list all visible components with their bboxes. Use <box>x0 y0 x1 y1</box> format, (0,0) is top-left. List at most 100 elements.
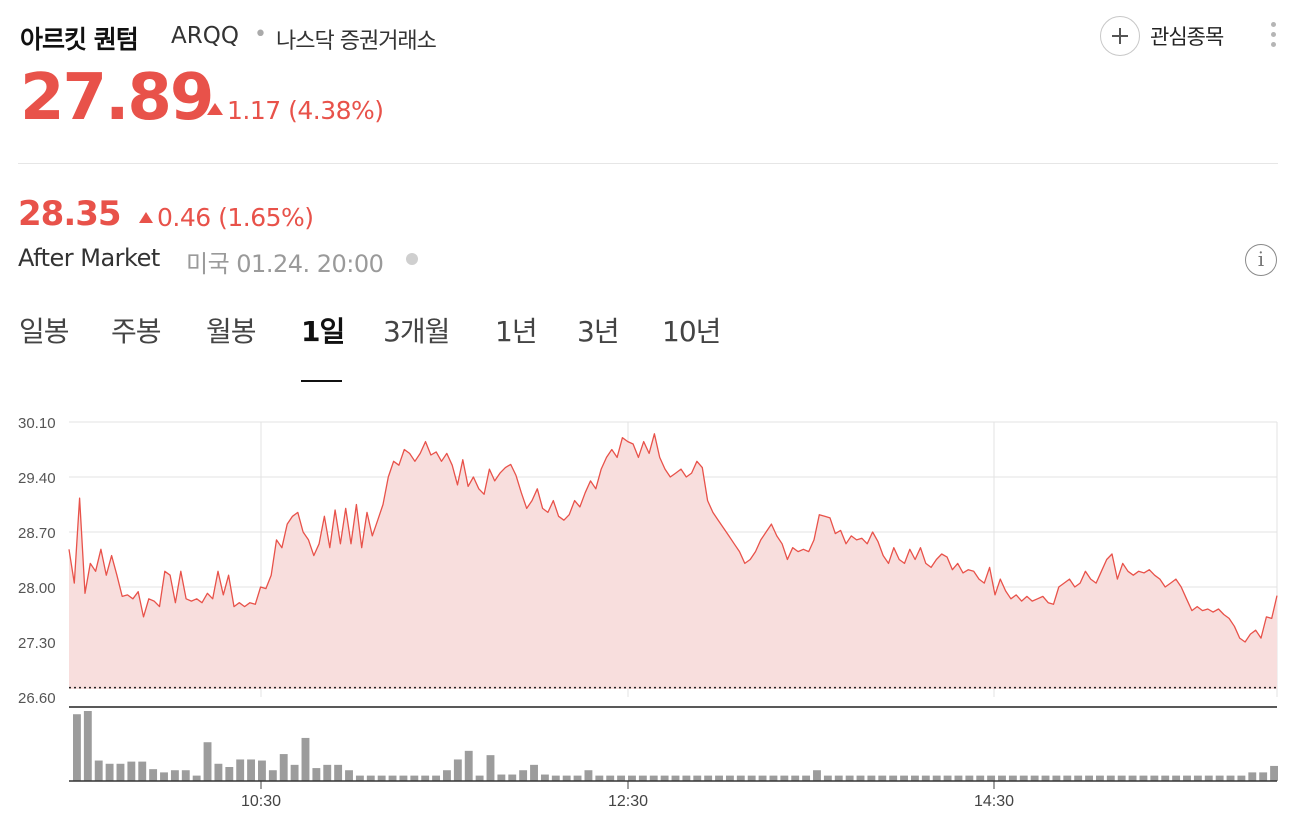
after-market-change-value: 0.46 (1.65%) <box>157 203 314 232</box>
y-tick-label: 28.00 <box>18 580 56 597</box>
stock-name: 아르킷 퀀텀 <box>20 25 139 54</box>
volume-bar <box>530 764 538 781</box>
volume-bar <box>813 770 821 781</box>
stock-ticker: ARQQ <box>171 23 239 49</box>
volume-bar <box>834 775 843 781</box>
volume-bar <box>889 775 898 781</box>
volume-bar <box>595 775 604 781</box>
volume-bar <box>1248 772 1257 781</box>
volume-bar <box>878 775 887 781</box>
volume-bar <box>715 775 723 781</box>
price-line <box>68 433 1278 643</box>
volume-bar <box>138 761 147 781</box>
period-tabs: 일봉 주봉 월봉 1일 3개월 1년 3년 10년 <box>0 306 800 382</box>
price-area <box>69 433 1277 689</box>
volume-bar <box>780 775 789 781</box>
volume-bar <box>236 759 245 781</box>
y-tick-label: 26.60 <box>18 690 56 707</box>
volume-bar <box>1074 775 1083 781</box>
volume-bar <box>399 775 408 781</box>
volume-bar <box>725 775 734 781</box>
after-market-label: After Market <box>18 244 160 272</box>
volume-bar <box>181 770 190 781</box>
after-market-time: 미국 01.24. 20:00 <box>186 250 384 278</box>
status-dot <box>406 253 418 265</box>
volume-bar <box>758 775 767 781</box>
volume-bar <box>965 775 974 781</box>
tab-3year[interactable]: 3년 <box>577 315 620 348</box>
volume-bar <box>105 763 114 781</box>
volume-bar <box>508 774 517 781</box>
volume-bar <box>268 770 277 781</box>
tab-3month[interactable]: 3개월 <box>383 315 450 348</box>
volume-bar <box>1193 775 1202 781</box>
volume-bar <box>856 775 865 781</box>
tab-10year[interactable]: 10년 <box>662 315 721 348</box>
price-change-value: 1.17 (4.38%) <box>227 96 384 125</box>
volume-bar <box>769 775 778 781</box>
volume-bar <box>1095 775 1104 781</box>
volume-bar <box>301 737 310 781</box>
volume-bar <box>355 775 364 781</box>
volume-bar <box>606 775 615 781</box>
volume-bar <box>1204 775 1213 781</box>
divider <box>18 163 1278 164</box>
volume-bar <box>1063 775 1072 781</box>
volume-bar <box>987 775 996 781</box>
y-tick-label: 30.10 <box>18 415 56 432</box>
volume-bar <box>334 764 343 781</box>
volume-bar <box>540 774 549 781</box>
volume-bar <box>802 775 811 781</box>
volume-bar <box>453 759 462 781</box>
volume-bar <box>823 775 832 781</box>
volume-bar <box>638 775 647 781</box>
volume-bar <box>649 775 658 781</box>
volume-bar <box>617 775 626 781</box>
current-price: 27.89 <box>20 61 214 135</box>
volume-bar <box>290 764 299 781</box>
volume-bar <box>932 775 941 781</box>
info-icon[interactable]: i <box>1245 244 1277 276</box>
volume-bar <box>1172 775 1181 781</box>
tab-1day[interactable]: 1일 <box>301 315 345 348</box>
volume-bar <box>628 775 636 781</box>
volume-bar <box>443 770 451 781</box>
volume-bar <box>1270 765 1278 781</box>
intraday-chart[interactable]: 30.10 29.40 28.70 28.00 27.30 26.60 10:30 12:30… <box>0 395 1290 818</box>
volume-bar <box>1215 775 1224 781</box>
tab-1year[interactable]: 1년 <box>495 315 538 348</box>
volume-bar <box>203 742 212 781</box>
volume-bar <box>432 775 441 781</box>
volume-bar <box>312 768 321 781</box>
volume-bar <box>127 761 136 781</box>
watchlist-label: 관심종목 <box>1150 25 1224 49</box>
volume-bar <box>791 775 800 781</box>
volume-bar <box>214 763 223 781</box>
volume-bar <box>998 775 1006 781</box>
volume-bar <box>1052 775 1061 781</box>
volume-bar <box>1226 775 1235 781</box>
more-options-icon[interactable] <box>1267 22 1279 52</box>
y-tick-label: 28.70 <box>18 525 56 542</box>
volume-bar <box>1117 775 1126 781</box>
volume-bar <box>1019 775 1028 781</box>
volume-bar <box>1139 775 1148 781</box>
volume-bar <box>551 775 560 781</box>
add-to-watchlist-button[interactable]: 관심종목 <box>1100 16 1224 56</box>
x-tick-label: 10:30 <box>241 793 281 810</box>
tab-monthly-candle[interactable]: 월봉 <box>206 315 257 348</box>
volume-bar <box>1128 775 1137 781</box>
volume-bar <box>149 769 158 781</box>
up-arrow-icon <box>207 103 223 115</box>
volume-bar <box>1259 772 1268 781</box>
volume-bar <box>900 775 908 781</box>
volume-bar <box>519 770 528 781</box>
volume-bar <box>573 775 582 781</box>
active-tab-indicator <box>301 380 342 382</box>
tab-weekly-candle[interactable]: 주봉 <box>111 315 162 348</box>
volume-bar <box>464 750 473 781</box>
tab-daily-candle[interactable]: 일봉 <box>19 315 70 348</box>
volume-bar <box>377 775 386 781</box>
volume-bar <box>867 775 876 781</box>
volume-bar <box>486 755 495 781</box>
